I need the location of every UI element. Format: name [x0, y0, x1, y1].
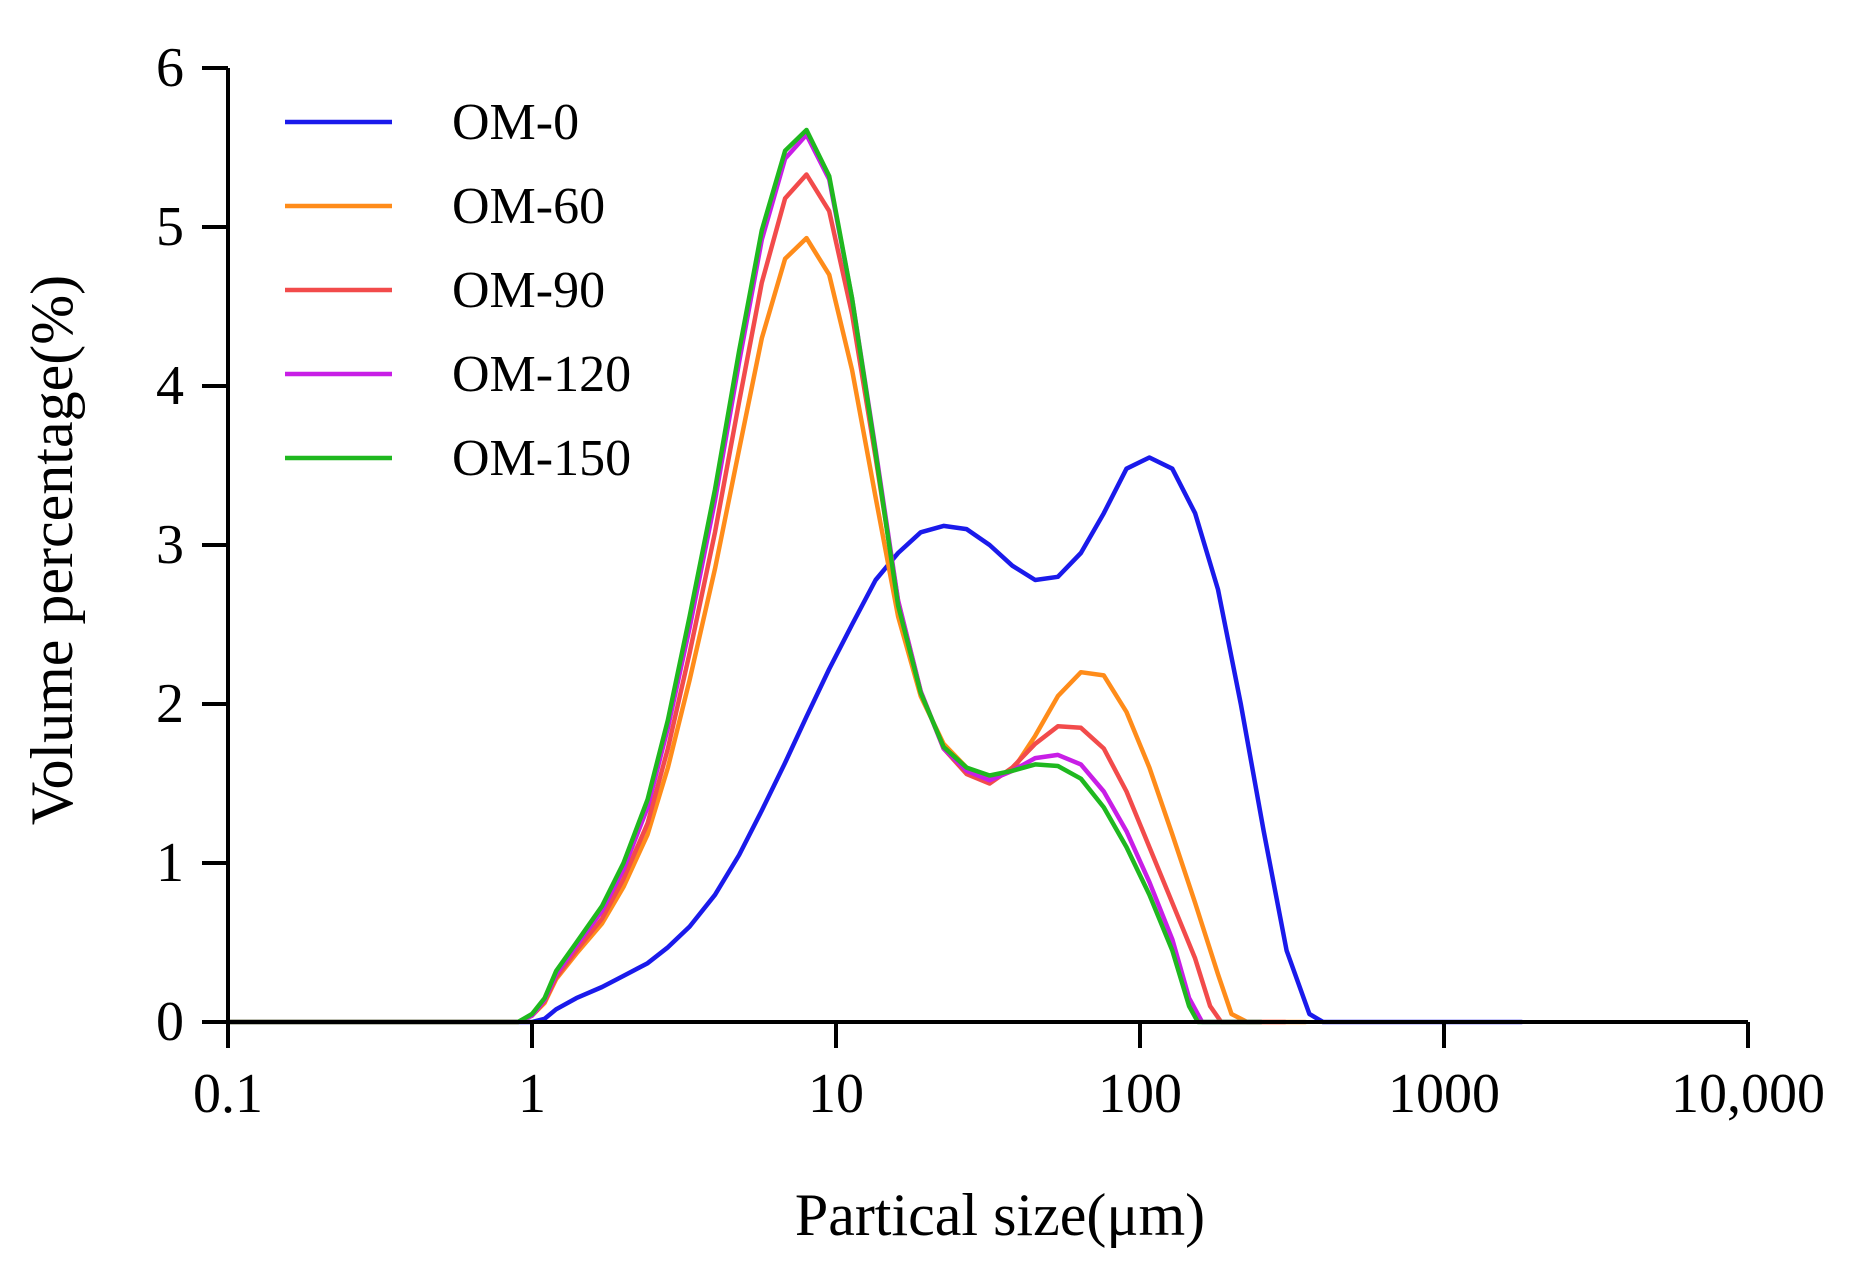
y-ticks: 0 1 2 3 4 5 6: [156, 37, 228, 1053]
x-tick-label: 0.1: [193, 1063, 263, 1125]
x-tick-label: 1: [518, 1063, 546, 1125]
x-tick-label: 10: [808, 1063, 864, 1125]
x-tick-label: 10,000: [1671, 1063, 1825, 1125]
series-line-om-0: [225, 455, 1524, 1025]
y-tick-label: 0: [156, 991, 184, 1053]
legend: OM-0 OM-60 OM-90 OM-120 OM-150: [285, 94, 631, 487]
y-tick-label: 4: [156, 355, 184, 417]
y-tick-label: 3: [156, 514, 184, 576]
x-tick-label: 100: [1098, 1063, 1182, 1125]
series-line-om-60: [225, 235, 1308, 1025]
legend-label-om-150: OM-150: [452, 430, 631, 487]
x-tick-label: 1000: [1388, 1063, 1500, 1125]
legend-label-om-90: OM-90: [452, 262, 605, 319]
x-axis-title: Partical size(μm): [795, 1182, 1205, 1248]
series-line-om-90: [225, 172, 1288, 1025]
series-line-om-150: [225, 127, 1264, 1025]
y-tick-label: 1: [156, 832, 184, 894]
legend-label-om-60: OM-60: [452, 178, 605, 235]
y-axis-title: Volume percentage(%): [19, 275, 85, 825]
y-tick-label: 2: [156, 673, 184, 735]
series-line-om-120: [225, 132, 1264, 1025]
axes: 0 1 2 3 4 5 6 0.1 1 10 100 1000 10,000: [156, 37, 1825, 1125]
legend-label-om-120: OM-120: [452, 346, 631, 403]
y-tick-label: 5: [156, 196, 184, 258]
x-ticks: 0.1 1 10 100 1000 10,000: [193, 1022, 1825, 1125]
y-tick-label: 6: [156, 37, 184, 99]
legend-label-om-0: OM-0: [452, 94, 579, 151]
plot-lines: [225, 127, 1524, 1025]
